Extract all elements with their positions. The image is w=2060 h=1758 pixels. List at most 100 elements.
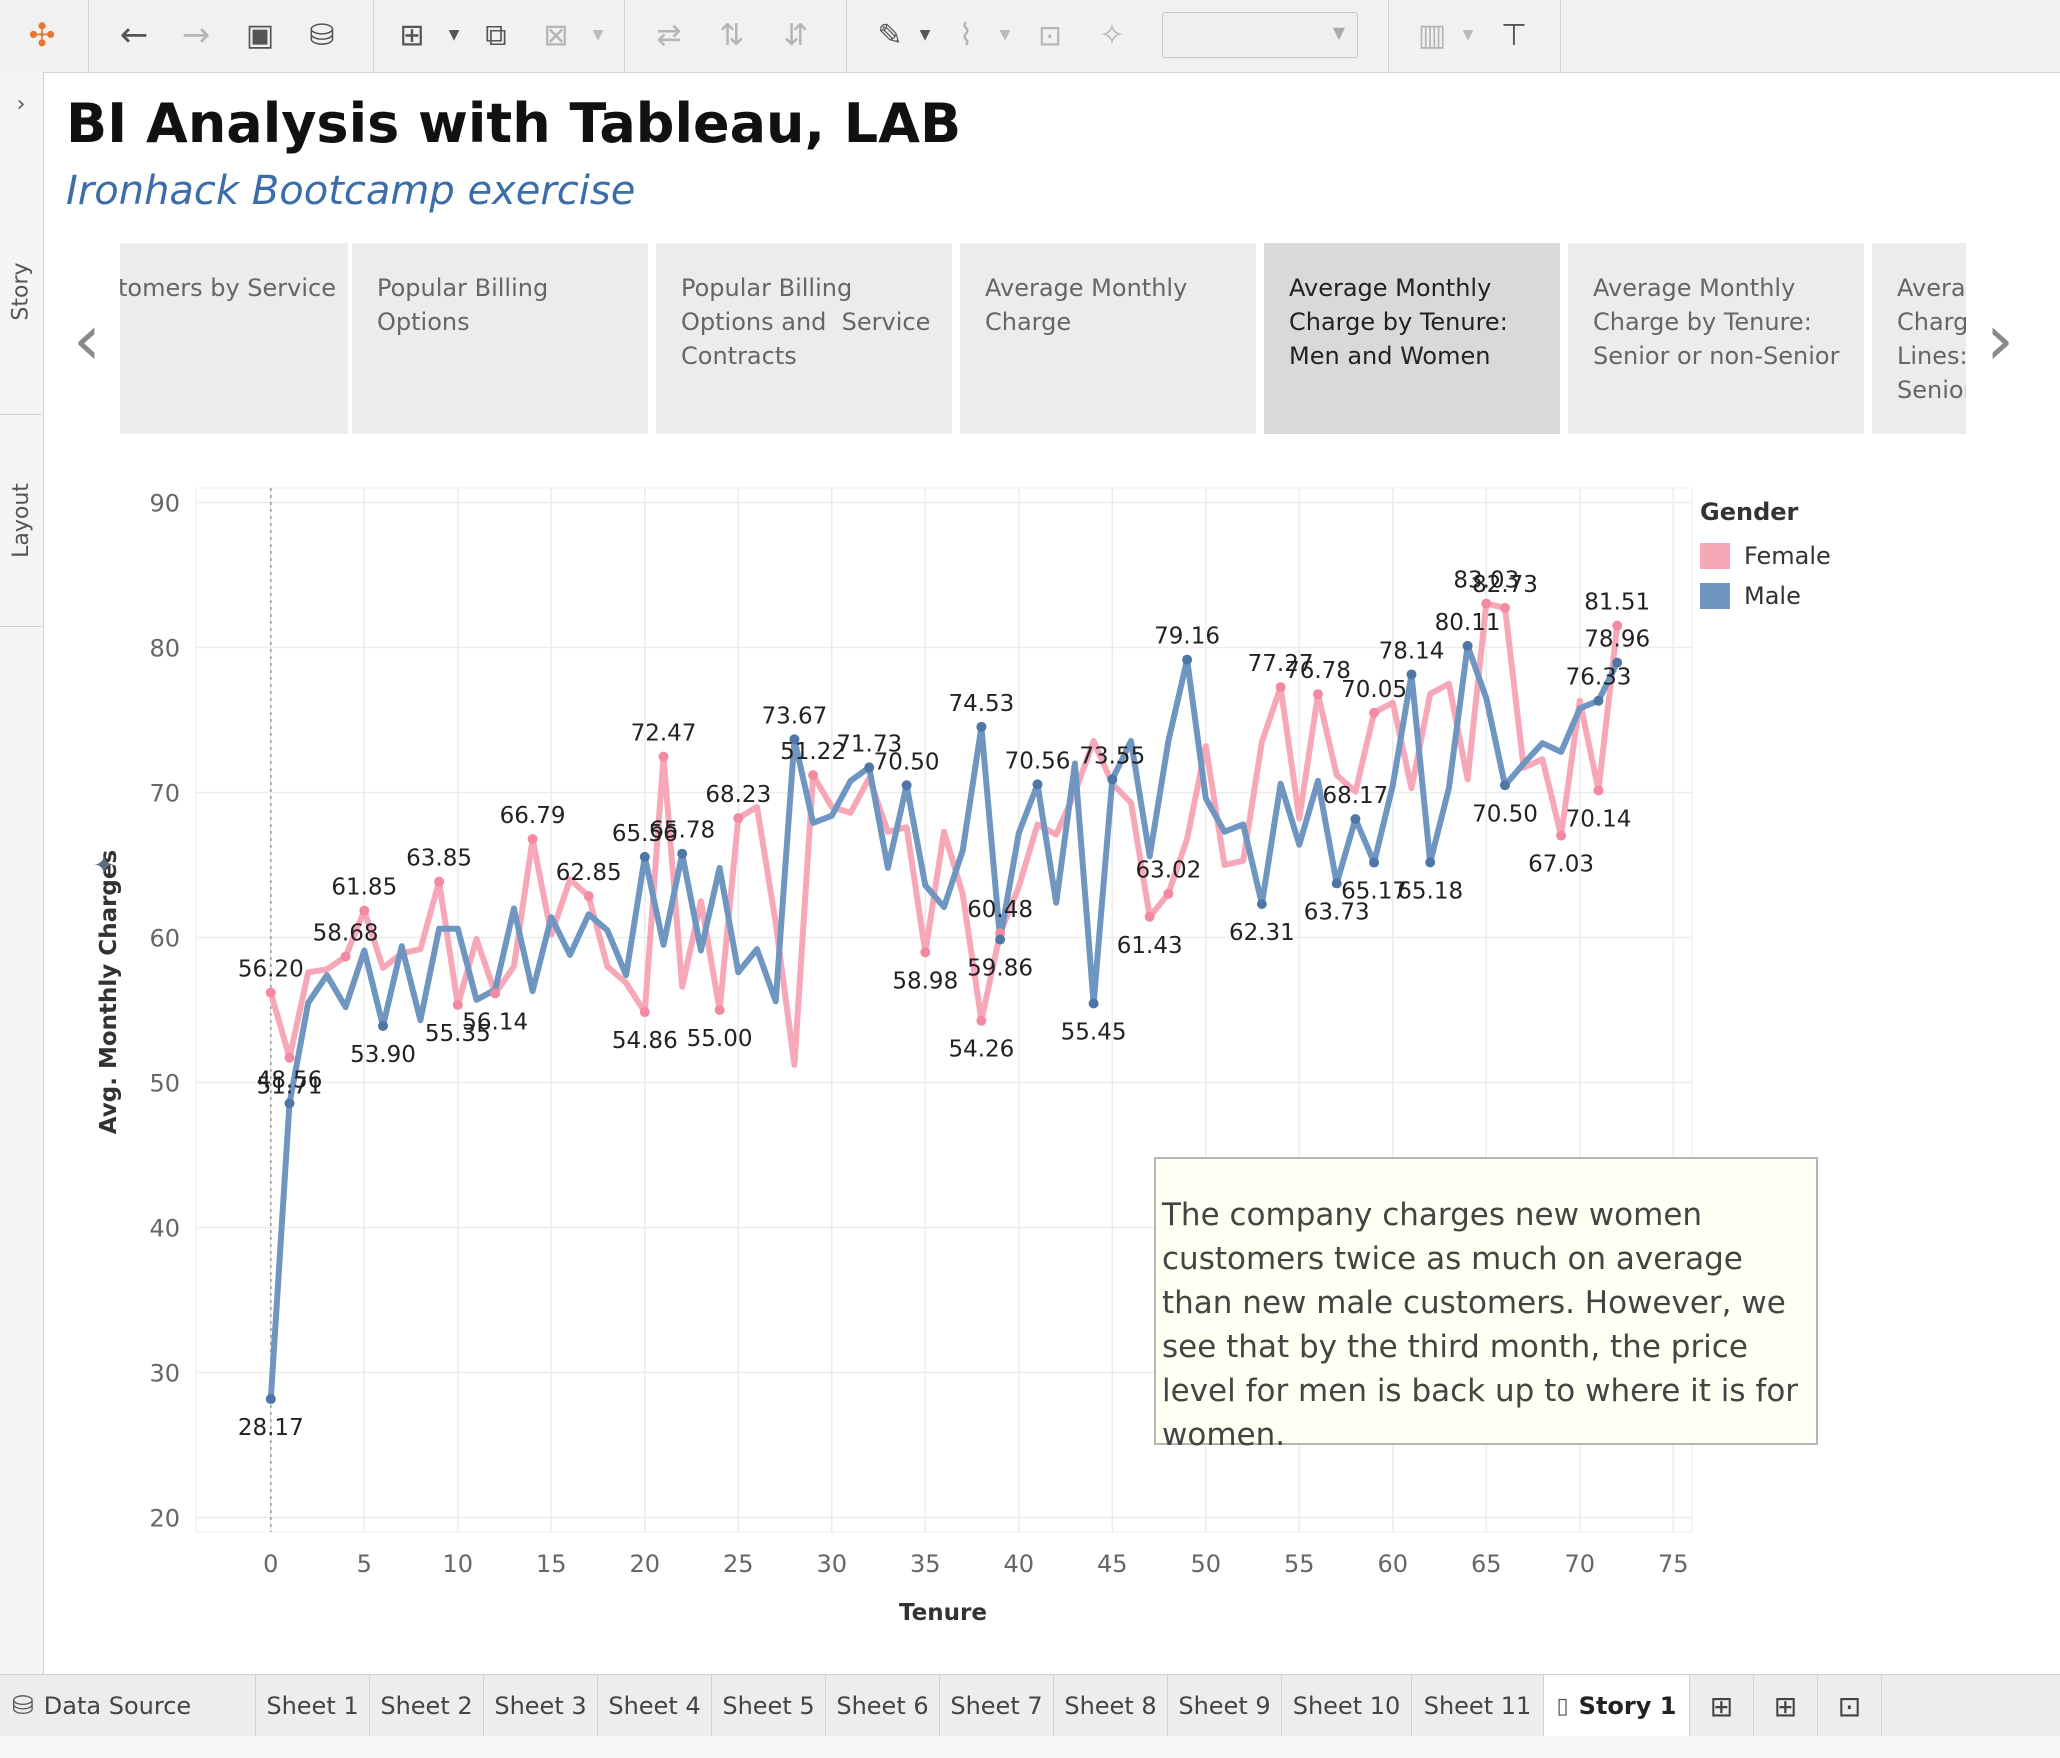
tab-label: Sheet 9 xyxy=(1178,1692,1271,1720)
tab-sheet-7[interactable]: Sheet 7 xyxy=(940,1675,1054,1737)
tab-label: Sheet 8 xyxy=(1064,1692,1157,1720)
redo-icon[interactable]: → xyxy=(181,15,211,55)
story-point-caption-active[interactable]: Average Monthly Charge by Tenure: Men an… xyxy=(1264,243,1560,434)
sort-descending-icon[interactable]: ⇵ xyxy=(783,17,809,53)
tab-sheet-10[interactable]: Sheet 10 xyxy=(1282,1675,1412,1737)
new-data-source-icon[interactable]: ⛁ xyxy=(309,17,335,53)
chevron-down-icon[interactable]: ▼ xyxy=(919,27,931,43)
show-me-icon[interactable]: ▥ xyxy=(1417,17,1447,53)
sheet-tab-bar: ⛁ Data Source Sheet 1 Sheet 2 Sheet 3 Sh… xyxy=(0,1674,2060,1737)
expand-panel-icon[interactable]: › xyxy=(16,91,26,117)
toolbar-divider xyxy=(88,0,89,72)
data-point-male xyxy=(1425,857,1436,868)
duplicate-sheet-icon[interactable]: ⧉ xyxy=(485,17,507,53)
tab-sheet-4[interactable]: Sheet 4 xyxy=(598,1675,712,1737)
y-tick-label: 70 xyxy=(149,780,180,808)
group-members-icon[interactable]: ⌇ xyxy=(958,17,974,53)
data-label-male: 53.90 xyxy=(350,1042,416,1068)
data-point-female xyxy=(1481,598,1492,609)
highlight-icon[interactable]: ✎ xyxy=(877,17,903,53)
new-dashboard-tab-icon[interactable]: ⊞ xyxy=(1754,1675,1818,1737)
new-worksheet-tab-icon[interactable]: ⊞ xyxy=(1690,1675,1754,1737)
story-point-caption[interactable]: Popular Billing Options and Service Cont… xyxy=(656,243,952,434)
data-point-female xyxy=(340,951,351,962)
tab-sheet-3[interactable]: Sheet 3 xyxy=(484,1675,598,1737)
data-label-female: 76.78 xyxy=(1285,658,1351,684)
data-point-male xyxy=(1032,779,1043,790)
story-point-caption[interactable]: Averag Charge Lines: Senior xyxy=(1872,243,1966,434)
chevron-down-icon[interactable]: ▼ xyxy=(448,27,460,43)
toolbar-divider xyxy=(1388,0,1389,72)
data-point-male xyxy=(1593,695,1604,706)
annotation-text-box[interactable]: The company charges new women customers … xyxy=(1154,1157,1818,1453)
data-point-female xyxy=(527,834,538,845)
tab-sheet-11[interactable]: Sheet 11 xyxy=(1412,1675,1544,1737)
data-point-female xyxy=(1163,888,1174,899)
new-story-tab-icon[interactable]: ⊡ xyxy=(1818,1675,1882,1737)
story-point-caption[interactable]: Average Monthly Charge xyxy=(960,243,1256,434)
y-tick-label: 60 xyxy=(149,925,180,953)
data-label-male: 73.67 xyxy=(761,703,827,729)
layout-tab-label: Layout xyxy=(8,482,34,558)
data-point-male xyxy=(1350,814,1361,825)
tab-sheet-6[interactable]: Sheet 6 xyxy=(826,1675,940,1737)
show-mark-labels-icon[interactable]: ⊡ xyxy=(1038,18,1062,52)
tab-label: Sheet 4 xyxy=(608,1692,701,1720)
legend-swatch-male xyxy=(1700,583,1730,609)
tab-label: Sheet 5 xyxy=(722,1692,815,1720)
data-point-male xyxy=(1256,899,1267,910)
y-tick-label: 40 xyxy=(149,1215,180,1243)
clear-sheet-icon[interactable]: ⊠ xyxy=(543,17,569,53)
x-tick-label: 20 xyxy=(630,1550,661,1578)
story-point-caption[interactable]: Average Monthly Charge by Tenure: Senior… xyxy=(1568,243,1864,434)
tab-sheet-8[interactable]: Sheet 8 xyxy=(1054,1675,1168,1737)
save-icon[interactable]: ▣ xyxy=(245,17,275,53)
data-label-female: 66.79 xyxy=(500,803,566,829)
layout-panel-tab[interactable]: Layout xyxy=(0,414,42,627)
data-label-female: 83.03 xyxy=(1453,568,1519,594)
y-tick-label: 20 xyxy=(149,1505,180,1533)
previous-story-point-icon[interactable]: ‹ xyxy=(73,299,101,381)
tab-data-source[interactable]: ⛁ Data Source xyxy=(0,1675,256,1737)
new-worksheet-icon[interactable]: ⊞ xyxy=(399,17,425,53)
data-label-male: 65.56 xyxy=(612,821,678,847)
next-story-point-icon[interactable]: › xyxy=(1986,299,2014,381)
story-point-caption[interactable]: Popular Billing Options xyxy=(352,243,648,434)
tab-sheet-9[interactable]: Sheet 9 xyxy=(1168,1675,1282,1737)
pin-icon[interactable]: ✦ xyxy=(93,851,115,881)
legend-item-female[interactable]: Female xyxy=(1700,536,1831,576)
data-point-male xyxy=(284,1098,295,1109)
story-panel-tab[interactable]: Story xyxy=(0,168,42,415)
tab-sheet-5[interactable]: Sheet 5 xyxy=(712,1675,826,1737)
data-point-female xyxy=(976,1015,987,1026)
story-point-caption[interactable]: tomers by Service xyxy=(120,243,348,434)
tableau-logo-icon[interactable]: ✣ xyxy=(28,16,56,54)
data-point-male xyxy=(1462,640,1473,651)
tab-sheet-2[interactable]: Sheet 2 xyxy=(370,1675,484,1737)
x-tick-label: 40 xyxy=(1004,1550,1035,1578)
chevron-down-icon[interactable]: ▼ xyxy=(1462,27,1474,43)
fit-dropdown[interactable]: ▼ xyxy=(1162,12,1358,58)
undo-icon[interactable]: ← xyxy=(119,15,149,55)
tab-story-1[interactable]: ▯ Story 1 xyxy=(1544,1675,1690,1737)
data-label-female: 72.47 xyxy=(631,721,697,747)
tab-label: Data Source xyxy=(43,1692,192,1720)
legend-item-male[interactable]: Male xyxy=(1700,576,1831,616)
sort-ascending-icon[interactable]: ⇅ xyxy=(719,17,745,53)
swap-rows-columns-icon[interactable]: ⇄ xyxy=(656,17,682,53)
x-tick-label: 55 xyxy=(1284,1550,1315,1578)
tab-sheet-1[interactable]: Sheet 1 xyxy=(256,1675,370,1737)
data-label-female: 67.03 xyxy=(1528,852,1594,878)
chevron-down-icon[interactable]: ▼ xyxy=(592,27,604,43)
data-label-female: 70.14 xyxy=(1566,806,1632,832)
chevron-down-icon[interactable]: ▼ xyxy=(999,27,1011,43)
chevron-down-icon: ▼ xyxy=(1332,23,1345,42)
presentation-mode-icon[interactable]: ⊤ xyxy=(1500,17,1528,53)
data-point-female xyxy=(265,987,276,998)
fix-axes-icon[interactable]: ✧ xyxy=(1099,17,1125,53)
data-point-female xyxy=(1556,830,1567,841)
toolbar-divider xyxy=(1560,0,1561,72)
color-legend: Gender Female Male xyxy=(1700,498,1831,616)
data-label-female: 51.22 xyxy=(780,739,846,765)
